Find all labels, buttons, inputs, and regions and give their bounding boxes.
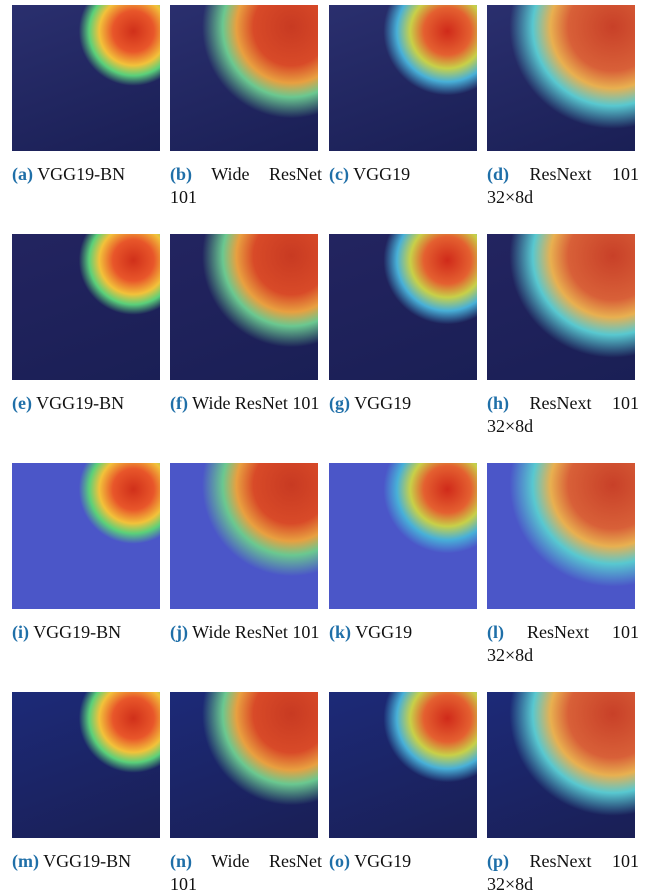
caption: (h) ResNext 101 32×8d <box>487 392 639 438</box>
subfigure-label: (n) <box>170 851 192 871</box>
caption: (f) Wide ResNet 101 <box>170 392 322 415</box>
caption-text: Wide ResNet 101 <box>170 164 322 207</box>
caption-text: VGG19 <box>355 622 412 642</box>
heatmap-image <box>487 234 635 380</box>
panel: (k) VGG19 <box>329 463 479 644</box>
heatmap-image <box>170 692 318 838</box>
panel: (p) ResNext 101 32×8d <box>487 692 637 896</box>
caption: (p) ResNext 101 32×8d <box>487 850 639 896</box>
caption-text: Wide ResNet 101 <box>192 622 319 642</box>
panel: (n) Wide ResNet 101 <box>170 692 320 896</box>
subfigure-label: (l) <box>487 622 504 642</box>
heatmap-image <box>329 463 477 609</box>
subfigure-label: (g) <box>329 393 350 413</box>
heatmap-image <box>329 692 477 838</box>
caption: (i) VGG19-BN <box>12 621 164 644</box>
caption: (e) VGG19-BN <box>12 392 164 415</box>
subfigure-label: (f) <box>170 393 188 413</box>
panel: (f) Wide ResNet 101 <box>170 234 320 415</box>
heatmap-image <box>170 5 318 151</box>
panel: (i) VGG19-BN <box>12 463 162 644</box>
caption: (a) VGG19-BN <box>12 163 164 186</box>
subfigure-label: (b) <box>170 164 192 184</box>
caption-text: VGG19 <box>353 164 410 184</box>
heatmap-image <box>170 234 318 380</box>
panel: (h) ResNext 101 32×8d <box>487 234 637 438</box>
caption: (m) VGG19-BN <box>12 850 164 873</box>
heatmap-image <box>12 692 160 838</box>
caption-text: VGG19-BN <box>33 622 121 642</box>
subfigure-label: (d) <box>487 164 509 184</box>
figure-grid: (a) VGG19-BN (b) Wide ResNet 101 (c) VGG19… <box>0 0 653 889</box>
panel: (m) VGG19-BN <box>12 692 162 873</box>
heatmap-image <box>12 463 160 609</box>
caption-text: VGG19-BN <box>36 393 124 413</box>
caption-text: ResNext 101 32×8d <box>487 164 639 207</box>
caption-text: VGG19-BN <box>43 851 131 871</box>
caption: (b) Wide ResNet 101 <box>170 163 322 209</box>
caption-text: Wide ResNet 101 <box>170 851 322 894</box>
heatmap-image <box>329 5 477 151</box>
caption: (j) Wide ResNet 101 <box>170 621 322 644</box>
heatmap-image <box>329 234 477 380</box>
subfigure-label: (a) <box>12 164 33 184</box>
caption-text: VGG19-BN <box>37 164 125 184</box>
subfigure-label: (h) <box>487 393 509 413</box>
caption: (k) VGG19 <box>329 621 481 644</box>
subfigure-label: (o) <box>329 851 350 871</box>
panel: (j) Wide ResNet 101 <box>170 463 320 644</box>
heatmap-image <box>12 5 160 151</box>
panel: (o) VGG19 <box>329 692 479 873</box>
caption-text: VGG19 <box>354 393 411 413</box>
panel: (l) ResNext 101 32×8d <box>487 463 637 667</box>
caption-text: Wide ResNet 101 <box>192 393 319 413</box>
caption: (d) ResNext 101 32×8d <box>487 163 639 209</box>
heatmap-image <box>487 463 635 609</box>
panel: (e) VGG19-BN <box>12 234 162 415</box>
heatmap-image <box>487 5 635 151</box>
subfigure-label: (j) <box>170 622 188 642</box>
subfigure-label: (p) <box>487 851 509 871</box>
caption: (o) VGG19 <box>329 850 481 873</box>
panel: (b) Wide ResNet 101 <box>170 5 320 209</box>
heatmap-image <box>170 463 318 609</box>
heatmap-image <box>487 692 635 838</box>
panel: (d) ResNext 101 32×8d <box>487 5 637 209</box>
caption: (n) Wide ResNet 101 <box>170 850 322 896</box>
caption-text: VGG19 <box>354 851 411 871</box>
heatmap-image <box>12 234 160 380</box>
subfigure-label: (i) <box>12 622 29 642</box>
panel: (g) VGG19 <box>329 234 479 415</box>
caption-text: ResNext 101 32×8d <box>487 851 639 894</box>
caption-text: ResNext 101 32×8d <box>487 622 639 665</box>
panel: (c) VGG19 <box>329 5 479 186</box>
caption: (l) ResNext 101 32×8d <box>487 621 639 667</box>
subfigure-label: (c) <box>329 164 349 184</box>
caption-text: ResNext 101 32×8d <box>487 393 639 436</box>
caption: (c) VGG19 <box>329 163 481 186</box>
subfigure-label: (e) <box>12 393 32 413</box>
panel: (a) VGG19-BN <box>12 5 162 186</box>
subfigure-label: (m) <box>12 851 39 871</box>
subfigure-label: (k) <box>329 622 351 642</box>
caption: (g) VGG19 <box>329 392 481 415</box>
